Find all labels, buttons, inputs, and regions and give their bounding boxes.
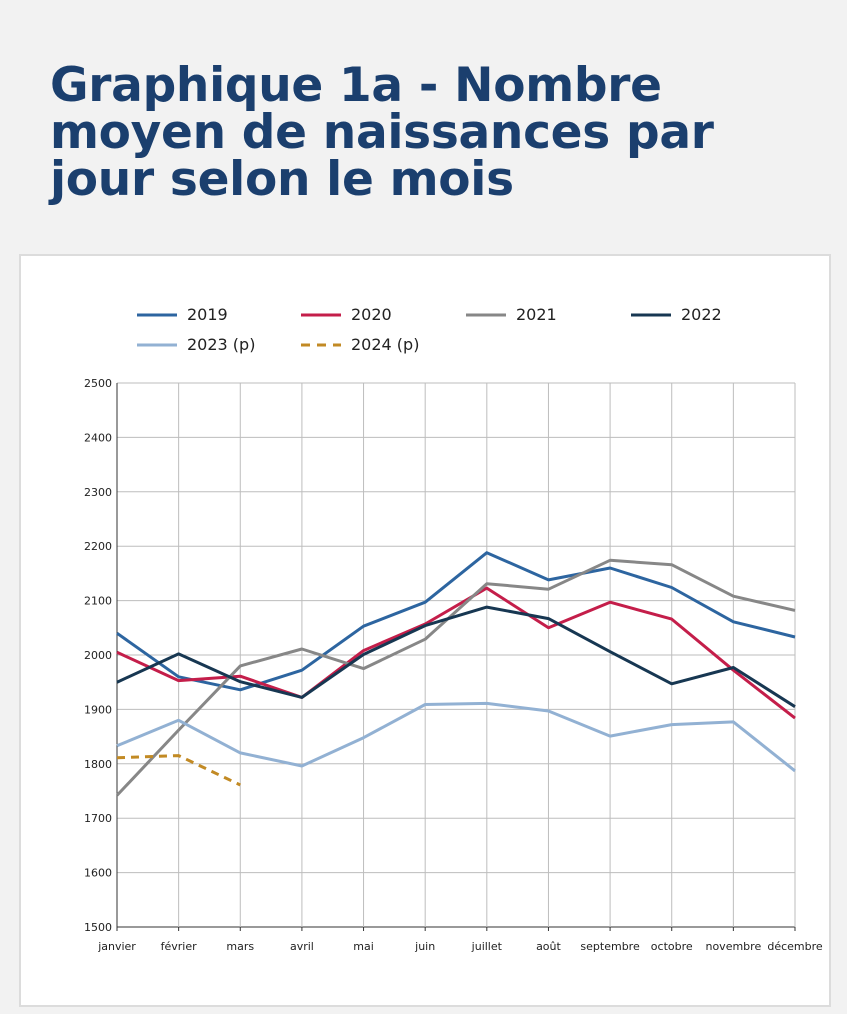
legend-label: 2020 (351, 305, 392, 324)
series-line-2024p (116, 754, 241, 787)
legend-swatch (301, 343, 341, 347)
x-tick-label-7: juillet (471, 940, 503, 953)
line-chart: 1500 1600 1700 1800 1900 2000 2100 2200 2300 2400… (84, 377, 823, 953)
y-tick-label-2400: 2400 (84, 431, 112, 444)
y-tick-label-2200: 2200 (84, 540, 112, 553)
x-tick-label-8: août (536, 940, 561, 953)
series-line-2022 (116, 605, 796, 708)
legend-swatch (466, 313, 506, 317)
chart-card: 2019 2020 2021 2022 2023 (p) 2024 (p) 1500 160… (19, 254, 831, 1007)
legend-swatch (631, 313, 671, 317)
y-tick-label-1500: 1500 (84, 921, 112, 934)
legend-label: 2024 (p) (351, 335, 420, 354)
y-tick-label-1600: 1600 (84, 867, 112, 880)
series-line-2020 (116, 586, 796, 720)
legend-swatch (301, 313, 341, 317)
x-tick-label-11: novembre (705, 940, 761, 953)
y-tick-label-1800: 1800 (84, 758, 112, 771)
series-line-2019 (116, 551, 796, 692)
y-tick-label-1700: 1700 (84, 812, 112, 825)
legend-label: 2021 (516, 305, 557, 324)
x-tick-label-12: décembre (767, 940, 823, 953)
y-tick-label-2000: 2000 (84, 649, 112, 662)
x-tick-label-6: juin (414, 940, 435, 953)
legend-label: 2023 (p) (187, 335, 256, 354)
legend-swatch (137, 343, 177, 347)
y-tick-label-2100: 2100 (84, 595, 112, 608)
y-tick-label-2300: 2300 (84, 486, 112, 499)
y-tick-label-2500: 2500 (84, 377, 112, 390)
legend-label: 2022 (681, 305, 722, 324)
x-tick-label-3: mars (226, 940, 254, 953)
page-title: Graphique 1a - Nombre moyen de naissance… (50, 58, 714, 207)
y-tick-label-1900: 1900 (84, 703, 112, 716)
x-tick-label-9: septembre (580, 940, 640, 953)
x-tick-label-5: mai (353, 940, 374, 953)
x-tick-label-10: octobre (651, 940, 693, 953)
legend-label: 2019 (187, 305, 228, 324)
x-tick-label-2: février (161, 940, 197, 953)
series-line-2023p (116, 701, 796, 773)
legend-swatch (137, 313, 177, 317)
chart-legend: 2019 2020 2021 2022 2023 (p) 2024 (p) (21, 256, 829, 356)
x-tick-label-1: janvier (97, 940, 136, 953)
x-tick-label-4: avril (290, 940, 314, 953)
